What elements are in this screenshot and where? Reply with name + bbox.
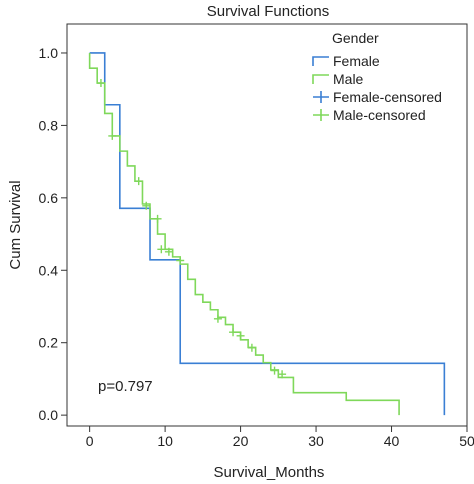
male-censored-mark (247, 343, 256, 352)
y-tick-label: 0.0 (39, 407, 59, 423)
male-censored-mark (108, 131, 117, 140)
y-axis-label: Cum Survival (7, 180, 24, 269)
male-censored-mark (96, 79, 105, 88)
male-censored-mark (176, 256, 185, 265)
legend-swatch-cross (313, 91, 329, 103)
male-censored-mark (157, 245, 166, 254)
male-censored-mark (229, 328, 238, 337)
male-censored-mark (236, 331, 245, 340)
male-censored-mark (213, 314, 222, 323)
y-tick-label: 0.8 (39, 117, 59, 133)
y-tick-label: 0.2 (39, 335, 59, 351)
series-layer (88, 52, 446, 416)
legend-swatch-step (312, 74, 329, 84)
legend-label: Male (333, 71, 364, 87)
legend-label: Female-censored (333, 89, 442, 105)
x-tick-label: 10 (157, 433, 173, 449)
legend-swatch-cross (313, 109, 329, 121)
male-censored-mark (134, 177, 143, 186)
axes: 0 10 20 30 40 50 0.0 0.2 0.4 0.6 0.8 1.0 (39, 45, 474, 449)
plot-frame (66, 23, 468, 427)
male-censored-mark (278, 370, 287, 379)
male-censored-mark (142, 201, 151, 210)
legend-title: Gender (332, 30, 379, 46)
legend-label: Female (333, 53, 380, 69)
x-axis-label: Survival_Months (214, 464, 325, 481)
legend-entries: Female Male Female-censored Male-censored (312, 53, 442, 123)
male-survival-line (88, 52, 400, 416)
x-tick-label: 40 (384, 433, 400, 449)
x-tick-label: 50 (459, 433, 474, 449)
legend-swatch-step (312, 56, 329, 66)
y-tick-label: 0.6 (39, 190, 59, 206)
male-censored-mark (164, 247, 173, 256)
x-tick-label: 20 (233, 433, 249, 449)
male-censored-mark (270, 366, 279, 375)
x-tick-label: 30 (308, 433, 324, 449)
y-tick-label: 0.4 (39, 262, 59, 278)
legend-label: Male-censored (333, 107, 426, 123)
p-value-annotation: p=0.797 (98, 378, 153, 395)
legend: Gender Female Male Female-censored Male-cen… (312, 30, 442, 123)
y-tick-label: 1.0 (39, 45, 59, 61)
chart-title: Survival Functions (207, 3, 330, 20)
male-censored-mark (153, 214, 162, 223)
x-tick-label: 0 (86, 433, 94, 449)
